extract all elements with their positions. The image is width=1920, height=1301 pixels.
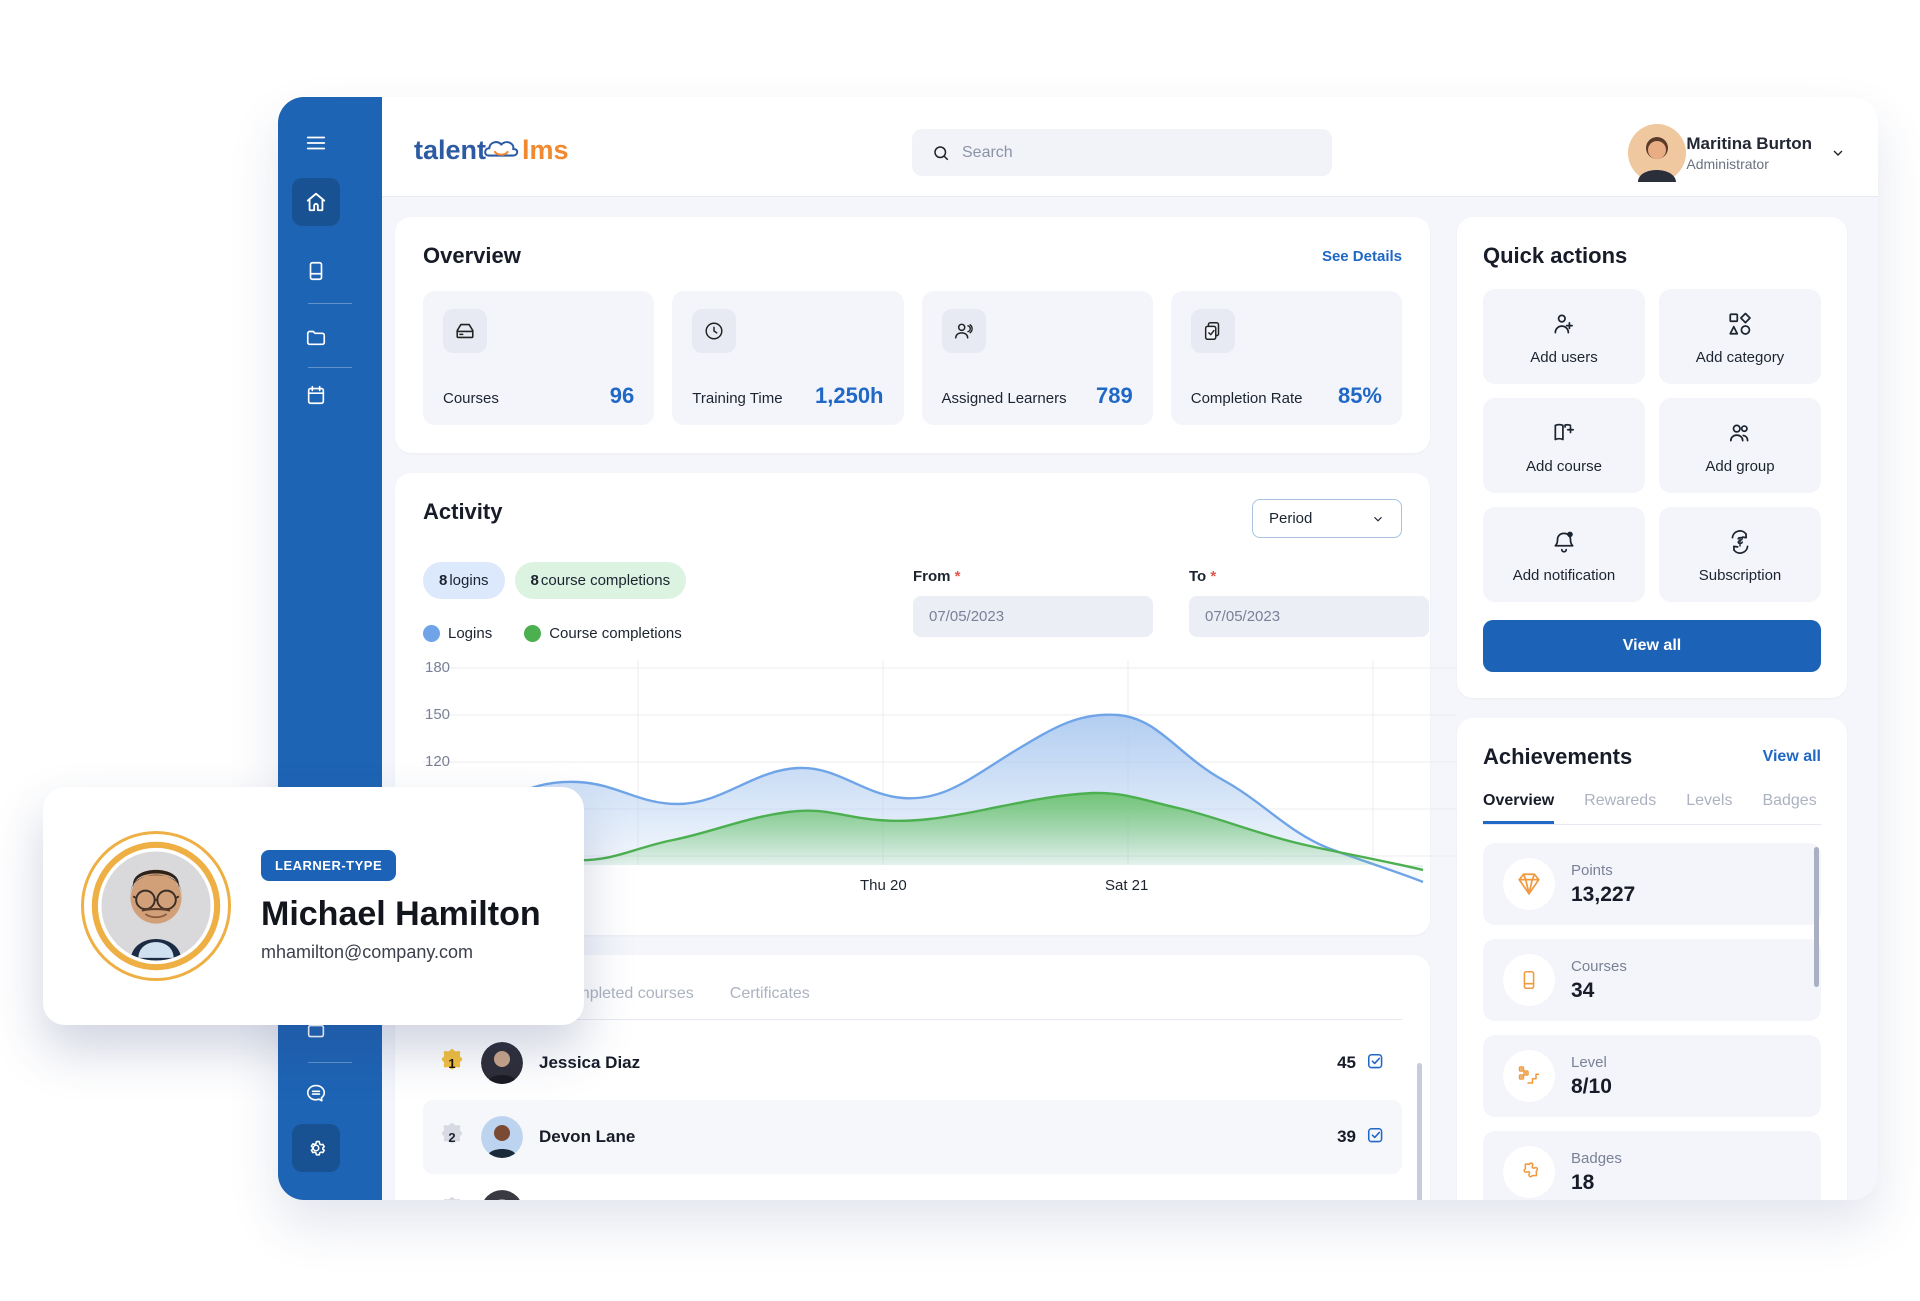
svg-text:1: 1	[448, 1056, 455, 1071]
svg-text:2: 2	[448, 1130, 455, 1145]
svg-text:Sat 21: Sat 21	[1105, 877, 1148, 894]
svg-text:180: 180	[425, 660, 450, 676]
svg-text:150: 150	[425, 706, 450, 723]
svg-text:120: 120	[425, 753, 450, 770]
svg-text:Thu 20: Thu 20	[860, 877, 907, 894]
